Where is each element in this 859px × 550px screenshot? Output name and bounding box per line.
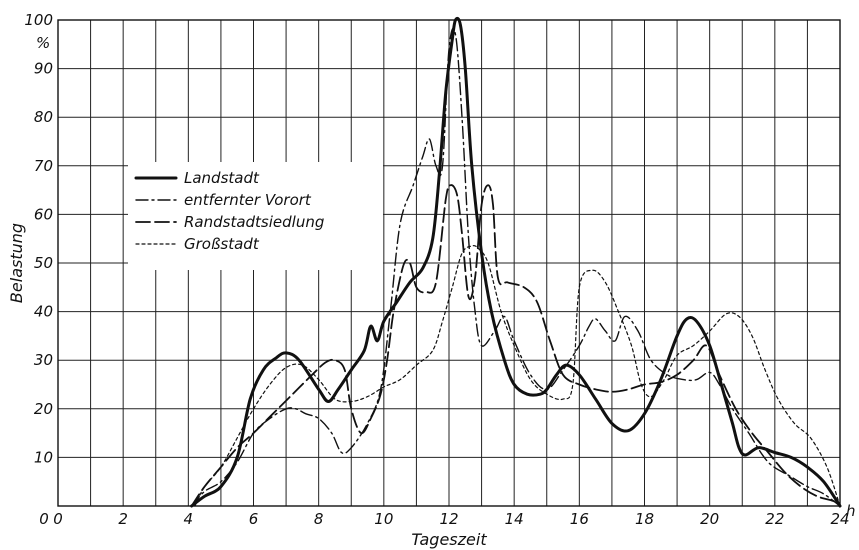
y-tick-label: 50 (34, 254, 53, 272)
x-unit-label: h (846, 502, 856, 520)
x-tick-label: 6 (249, 510, 259, 528)
x-tick-label: 16 (570, 510, 589, 528)
legend: Landstadt entfernter Vorort Randstadtsiedl… (128, 162, 383, 270)
legend-label: Großstadt (184, 235, 260, 253)
series-lines (190, 16, 842, 508)
x-axis-label: Tageszeit (411, 530, 487, 549)
x-tick-label: 18 (635, 510, 654, 528)
series-line-randstadtsiedlung (190, 184, 841, 507)
origin-tick-label: 0 (39, 510, 49, 528)
legend-background (128, 162, 383, 270)
y-tick-label: 20 (34, 400, 53, 418)
y-tick-label: 90 (34, 60, 53, 78)
x-tick-label: 2 (118, 510, 128, 528)
tick-labels: 0 2 4 6 8 10 12 14 16 18 20 22 241020304050607080901… (24, 11, 849, 528)
y-tick-label: 80 (34, 108, 53, 126)
legend-label: Randstadtsiedlung (184, 213, 324, 231)
plot-frame (57, 19, 841, 507)
x-tick-label: 20 (700, 510, 719, 528)
x-tick-label: 0 (53, 510, 63, 528)
y-tick-label: 10 (34, 448, 53, 466)
x-tick-label: 10 (374, 510, 393, 528)
y-tick-label: 60 (34, 205, 53, 223)
y-tick-label: 70 (34, 157, 53, 175)
y-axis-label: Belastung (7, 223, 26, 303)
y-tick-label: 100 (24, 11, 53, 29)
y-tick-label: 40 (34, 303, 53, 321)
legend-label: Landstadt (184, 169, 260, 187)
x-tick-label: 12 (439, 510, 458, 528)
series-line-entfernter-vorort (190, 27, 841, 507)
x-tick-label: 4 (184, 510, 194, 528)
x-tick-label: 24 (830, 510, 849, 528)
y-unit-label: % (36, 34, 50, 52)
legend-label: entfernter Vorort (184, 191, 312, 209)
x-tick-label: 8 (314, 510, 324, 528)
series-line-grossstadt (194, 245, 841, 507)
x-tick-label: 14 (505, 510, 524, 528)
x-tick-label: 22 (765, 510, 784, 528)
y-tick-label: 30 (34, 351, 53, 369)
